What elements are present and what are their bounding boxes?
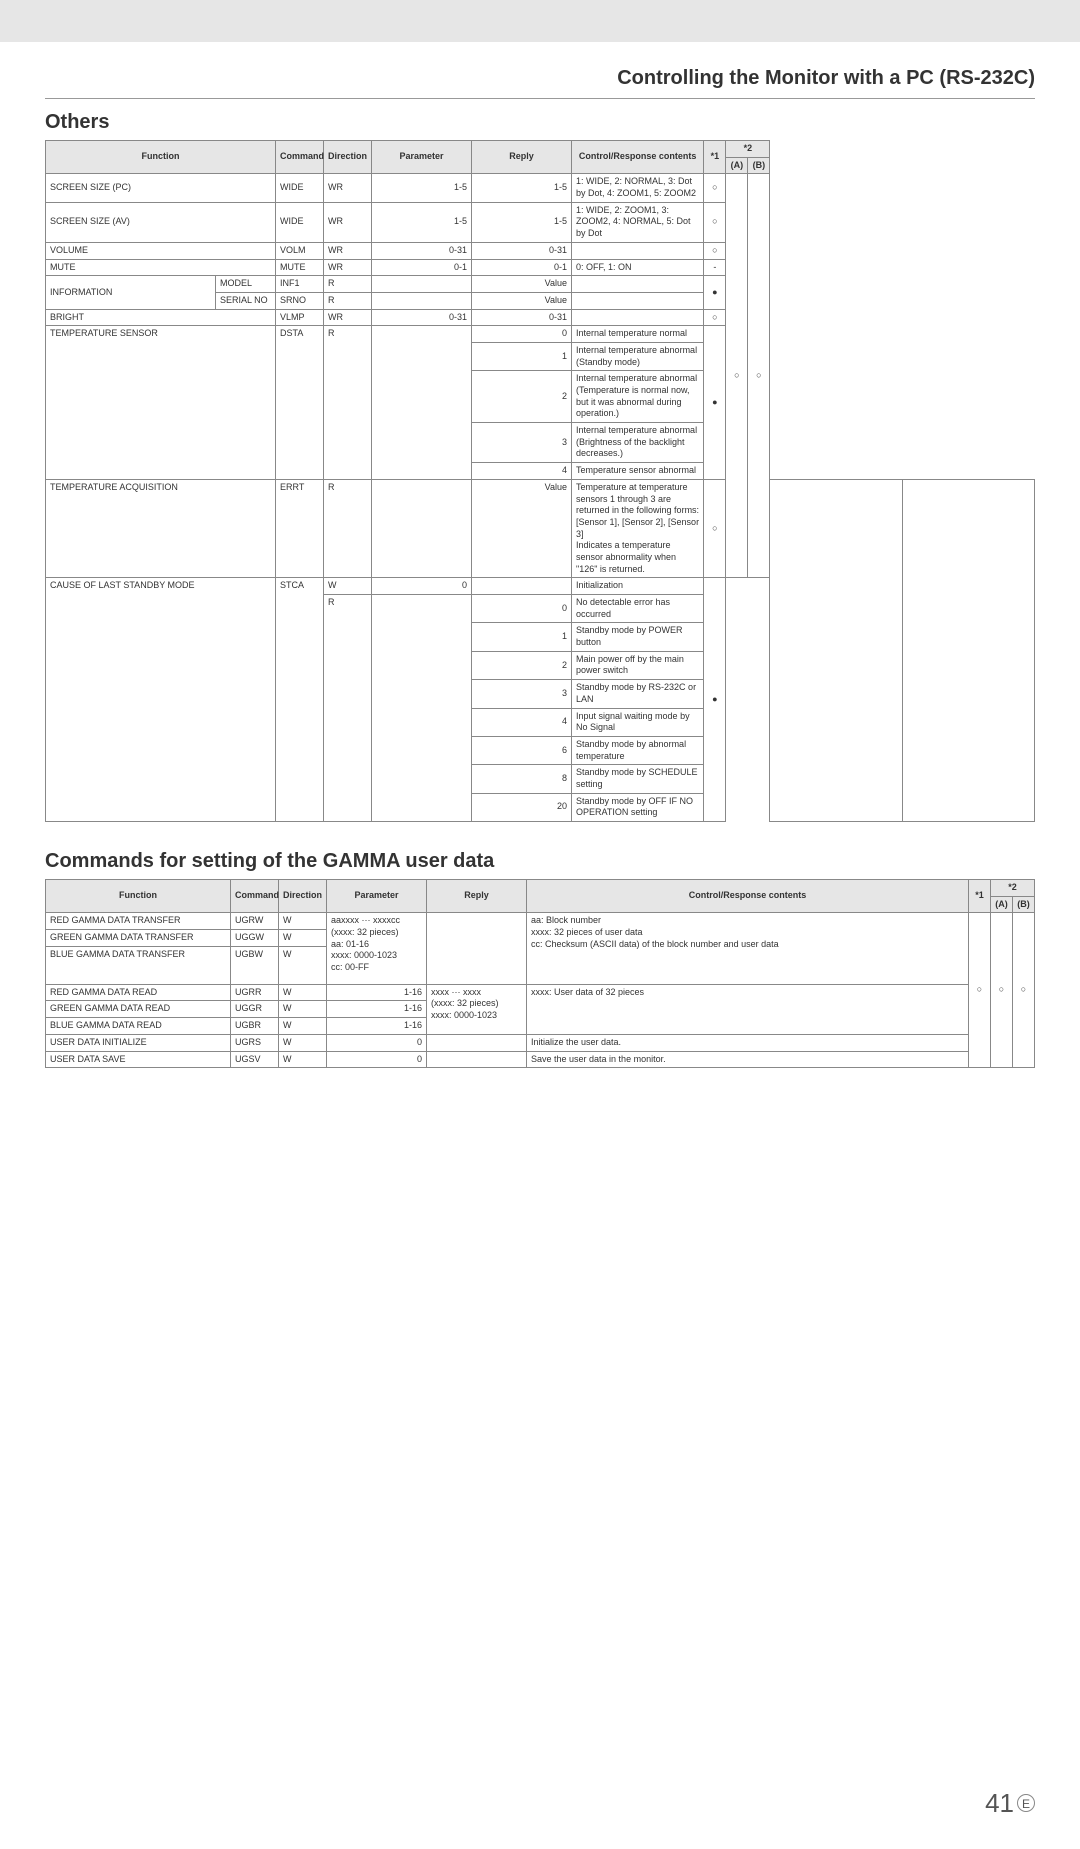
th-command: Command xyxy=(231,880,279,913)
col-b: ○ xyxy=(748,174,770,578)
table-row: MUTE MUTE WR 0-1 0-1 0: OFF, 1: ON - xyxy=(46,259,1035,276)
th-function: Function xyxy=(46,880,231,913)
page-footer: 41E xyxy=(45,1788,1035,1819)
th-command: Command xyxy=(276,141,324,174)
th-a: (A) xyxy=(990,896,1012,913)
th-reply: Reply xyxy=(427,880,527,913)
th-reply: Reply xyxy=(472,141,572,174)
table-row: SCREEN SIZE (PC) WIDE WR 1-5 1-5 1: WIDE… xyxy=(46,174,1035,202)
th-parameter: Parameter xyxy=(372,141,472,174)
table-row: VOLUME VOLM WR 0-31 0-31 ○ xyxy=(46,242,1035,259)
page-header: Controlling the Monitor with a PC (RS-23… xyxy=(45,67,1035,90)
th-s2: *2 xyxy=(726,141,770,158)
th-function: Function xyxy=(46,141,276,174)
divider xyxy=(45,98,1035,99)
table-row: TEMPERATURE ACQUISITION ERRT R Value Tem… xyxy=(46,479,1035,578)
table-row: RED GAMMA DATA READ UGRR W 1-16 xxxx ···… xyxy=(46,984,1035,1001)
table-row: TEMPERATURE SENSOR DSTA R 0 Internal tem… xyxy=(46,326,1035,343)
table-row: BRIGHT VLMP WR 0-31 0-31 ○ xyxy=(46,309,1035,326)
table-row: USER DATA INITIALIZE UGRS W 0 Initialize… xyxy=(46,1034,1035,1051)
th-b: (B) xyxy=(1012,896,1034,913)
table-row: RED GAMMA DATA TRANSFER UGRW W aaxxxx ··… xyxy=(46,913,1035,930)
section-others: Others xyxy=(45,111,1035,134)
th-s2: *2 xyxy=(990,880,1034,897)
lang-badge: E xyxy=(1017,1794,1035,1812)
col-a: ○ xyxy=(726,174,748,578)
gamma-table: Function Command Direction Parameter Rep… xyxy=(45,879,1035,1068)
th-a: (A) xyxy=(726,157,748,174)
th-s1: *1 xyxy=(704,141,726,174)
th-direction: Direction xyxy=(279,880,327,913)
page-number: 41 xyxy=(985,1788,1014,1818)
th-direction: Direction xyxy=(324,141,372,174)
th-contents: Control/Response contents xyxy=(527,880,969,913)
section-gamma: Commands for setting of the GAMMA user d… xyxy=(45,850,1035,873)
th-parameter: Parameter xyxy=(327,880,427,913)
table-row: INFORMATION MODEL INF1 R Value ● xyxy=(46,276,1035,293)
th-s1: *1 xyxy=(968,880,990,913)
table-row: SCREEN SIZE (AV) WIDE WR 1-5 1-5 1: WIDE… xyxy=(46,202,1035,242)
others-table: Function Command Direction Parameter Rep… xyxy=(45,140,1035,822)
table-row: USER DATA SAVE UGSV W 0 Save the user da… xyxy=(46,1051,1035,1068)
th-contents: Control/Response contents xyxy=(572,141,704,174)
th-b: (B) xyxy=(748,157,770,174)
gray-top-bar xyxy=(0,0,1080,42)
